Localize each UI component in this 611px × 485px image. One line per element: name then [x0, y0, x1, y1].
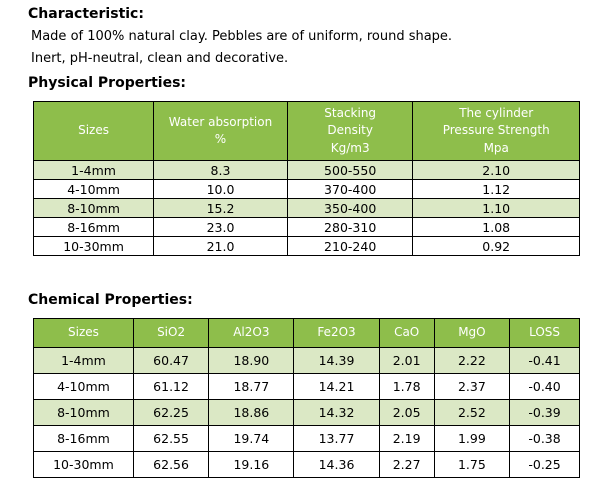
cell-fe2o3: 13.77 — [293, 424, 380, 452]
column-header-sizes: Sizes — [32, 100, 155, 162]
column-header-sizes: Sizes — [33, 318, 134, 348]
cell-water-absorption: 8.3 — [153, 160, 288, 181]
cell-water-absorption: 21.0 — [153, 236, 288, 257]
column-header-cao: CaO — [378, 318, 435, 348]
cell-pressure-strength: 2.10 — [412, 160, 580, 181]
characteristic-line: Made of 100% natural clay. Pebbles are o… — [31, 29, 453, 44]
cell-al2o3: 19.16 — [208, 450, 295, 478]
cell-mgo: 2.52 — [433, 398, 511, 426]
physical-properties-table: Sizes Water absorption % Stacking Densit… — [32, 100, 580, 257]
cell-sizes: 10-30mm — [33, 450, 134, 478]
table-row: 4-10mm 10.0 370-400 1.12 — [32, 179, 580, 200]
cell-loss: -0.41 — [509, 346, 580, 374]
cell-al2o3: 18.90 — [208, 346, 295, 374]
cell-water-absorption: 23.0 — [153, 217, 288, 238]
table-header-row: Sizes Water absorption % Stacking Densit… — [32, 100, 580, 162]
table-row: 1-4mm 8.3 500-550 2.10 — [32, 160, 580, 181]
cell-pressure-strength: 1.08 — [412, 217, 580, 238]
cell-pressure-strength: 1.10 — [412, 198, 580, 219]
cell-sizes: 1-4mm — [33, 346, 134, 374]
cell-fe2o3: 14.32 — [293, 398, 380, 426]
column-header-sio2: SiO2 — [132, 318, 210, 348]
physical-properties-section: Physical Properties: Sizes Water absorpt… — [28, 75, 585, 257]
cell-sizes: 1-4mm — [32, 160, 155, 181]
column-header-mgo: MgO — [433, 318, 511, 348]
cell-sio2: 62.25 — [132, 398, 210, 426]
chemical-properties-heading: Chemical Properties: — [28, 292, 193, 309]
cell-fe2o3: 14.39 — [293, 346, 380, 374]
cell-stacking-density: 280-310 — [286, 217, 414, 238]
cell-stacking-density: 210-240 — [286, 236, 414, 257]
cell-mgo: 1.99 — [433, 424, 511, 452]
column-header-stacking-density: Stacking Density Kg/m3 — [286, 100, 414, 162]
cell-loss: -0.40 — [509, 372, 580, 400]
cell-sio2: 61.12 — [132, 372, 210, 400]
characteristic-heading: Characteristic: — [28, 6, 144, 22]
cell-cao: 1.78 — [378, 372, 435, 400]
cell-water-absorption: 15.2 — [153, 198, 288, 219]
cell-al2o3: 18.77 — [208, 372, 295, 400]
cell-cao: 2.27 — [378, 450, 435, 478]
cell-sizes: 4-10mm — [33, 372, 134, 400]
chemical-properties-table: Sizes SiO2 Al2O3 Fe2O3 CaO MgO LOSS 1-4m… — [33, 318, 580, 478]
column-header-al2o3: Al2O3 — [208, 318, 295, 348]
cell-stacking-density: 350-400 — [286, 198, 414, 219]
cell-fe2o3: 14.36 — [293, 450, 380, 478]
characteristic-line: Inert, pH-neutral, clean and decorative. — [31, 51, 289, 66]
table-row: 8-16mm 62.55 19.74 13.77 2.19 1.99 -0.38 — [33, 424, 580, 452]
cell-loss: -0.25 — [509, 450, 580, 478]
cell-mgo: 2.22 — [433, 346, 511, 374]
cell-sizes: 4-10mm — [32, 179, 155, 200]
column-header-fe2o3: Fe2O3 — [293, 318, 380, 348]
cell-loss: -0.39 — [509, 398, 580, 426]
physical-properties-heading: Physical Properties: — [28, 75, 187, 91]
cell-al2o3: 18.86 — [208, 398, 295, 426]
cell-sizes: 10-30mm — [32, 236, 155, 257]
table-header-row: Sizes SiO2 Al2O3 Fe2O3 CaO MgO LOSS — [33, 318, 580, 348]
table-row: 8-10mm 15.2 350-400 1.10 — [32, 198, 580, 219]
cell-pressure-strength: 1.12 — [412, 179, 580, 200]
cell-water-absorption: 10.0 — [153, 179, 288, 200]
table-row: 10-30mm 62.56 19.16 14.36 2.27 1.75 -0.2… — [33, 450, 580, 478]
cell-fe2o3: 14.21 — [293, 372, 380, 400]
cell-sio2: 62.56 — [132, 450, 210, 478]
cell-stacking-density: 500-550 — [286, 160, 414, 181]
column-header-water-absorption: Water absorption % — [153, 100, 288, 162]
cell-mgo: 2.37 — [433, 372, 511, 400]
cell-cao: 2.19 — [378, 424, 435, 452]
table-row: 4-10mm 61.12 18.77 14.21 1.78 2.37 -0.40 — [33, 372, 580, 400]
cell-sio2: 60.47 — [132, 346, 210, 374]
cell-sio2: 62.55 — [132, 424, 210, 452]
cell-pressure-strength: 0.92 — [412, 236, 580, 257]
cell-loss: -0.38 — [509, 424, 580, 452]
cell-cao: 2.05 — [378, 398, 435, 426]
cell-mgo: 1.75 — [433, 450, 511, 478]
cell-cao: 2.01 — [378, 346, 435, 374]
cell-al2o3: 19.74 — [208, 424, 295, 452]
cell-stacking-density: 370-400 — [286, 179, 414, 200]
characteristic-section: Characteristic: Made of 100% natural cla… — [28, 6, 585, 66]
table-row: 8-16mm 23.0 280-310 1.08 — [32, 217, 580, 238]
table-row: 1-4mm 60.47 18.90 14.39 2.01 2.22 -0.41 — [33, 346, 580, 374]
cell-sizes: 8-16mm — [33, 424, 134, 452]
cell-sizes: 8-10mm — [32, 198, 155, 219]
table-row: 10-30mm 21.0 210-240 0.92 — [32, 236, 580, 257]
cell-sizes: 8-16mm — [32, 217, 155, 238]
cell-sizes: 8-10mm — [33, 398, 134, 426]
table-row: 8-10mm 62.25 18.86 14.32 2.05 2.52 -0.39 — [33, 398, 580, 426]
column-header-loss: LOSS — [509, 318, 580, 348]
column-header-pressure-strength: The cylinder Pressure Strength Mpa — [412, 100, 580, 162]
chemical-properties-section: Chemical Properties: Sizes SiO2 Al2O3 Fe… — [28, 292, 585, 478]
